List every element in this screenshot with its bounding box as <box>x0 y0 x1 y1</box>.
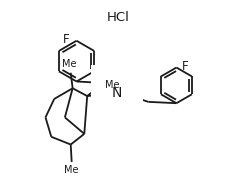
Text: HCl: HCl <box>107 11 130 24</box>
Text: N: N <box>112 86 122 100</box>
Text: Me: Me <box>61 59 76 69</box>
Text: F: F <box>62 33 69 46</box>
Text: Me: Me <box>65 165 79 176</box>
Text: Me: Me <box>105 80 119 90</box>
Text: F: F <box>182 60 189 73</box>
